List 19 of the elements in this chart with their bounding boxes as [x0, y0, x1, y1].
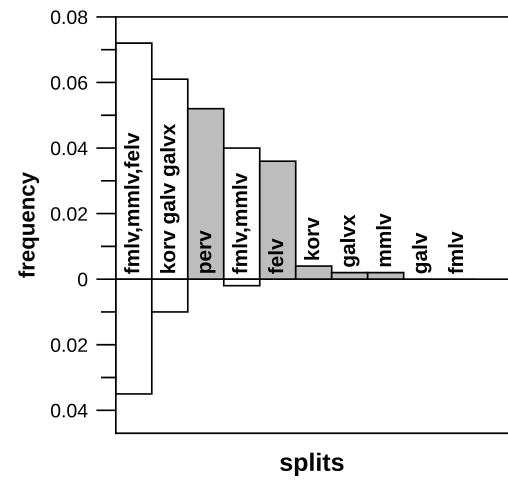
x-tick-label: korv galv galvx — [160, 124, 180, 273]
x-axis-title: splits — [280, 452, 344, 476]
x-tick-label: fmlv — [448, 232, 464, 274]
y-tick-label: 0.08 — [50, 10, 88, 24]
y-tick-label: 0.06 — [50, 76, 88, 90]
x-tick-label: mmlv — [376, 213, 392, 266]
y-tick-label: 0.04 — [50, 404, 88, 418]
x-tick-label: fmlv,mmlv — [232, 172, 250, 274]
x-tick-label: fmlv,mmlv,felv — [124, 132, 142, 274]
x-tick-label: galvx — [340, 214, 360, 267]
y-tick-label: 0.04 — [50, 142, 88, 156]
x-tick-label: perv — [200, 230, 216, 273]
y-tick-label: 0 — [78, 272, 88, 286]
y-tick-label: 0.02 — [50, 338, 88, 352]
x-tick-label: korv — [304, 217, 320, 260]
x-tick-label: galv — [412, 232, 432, 274]
x-tick-label: felv — [268, 238, 284, 274]
y-tick-label: 0.02 — [50, 207, 88, 221]
y-axis-title: frequency — [18, 172, 40, 278]
